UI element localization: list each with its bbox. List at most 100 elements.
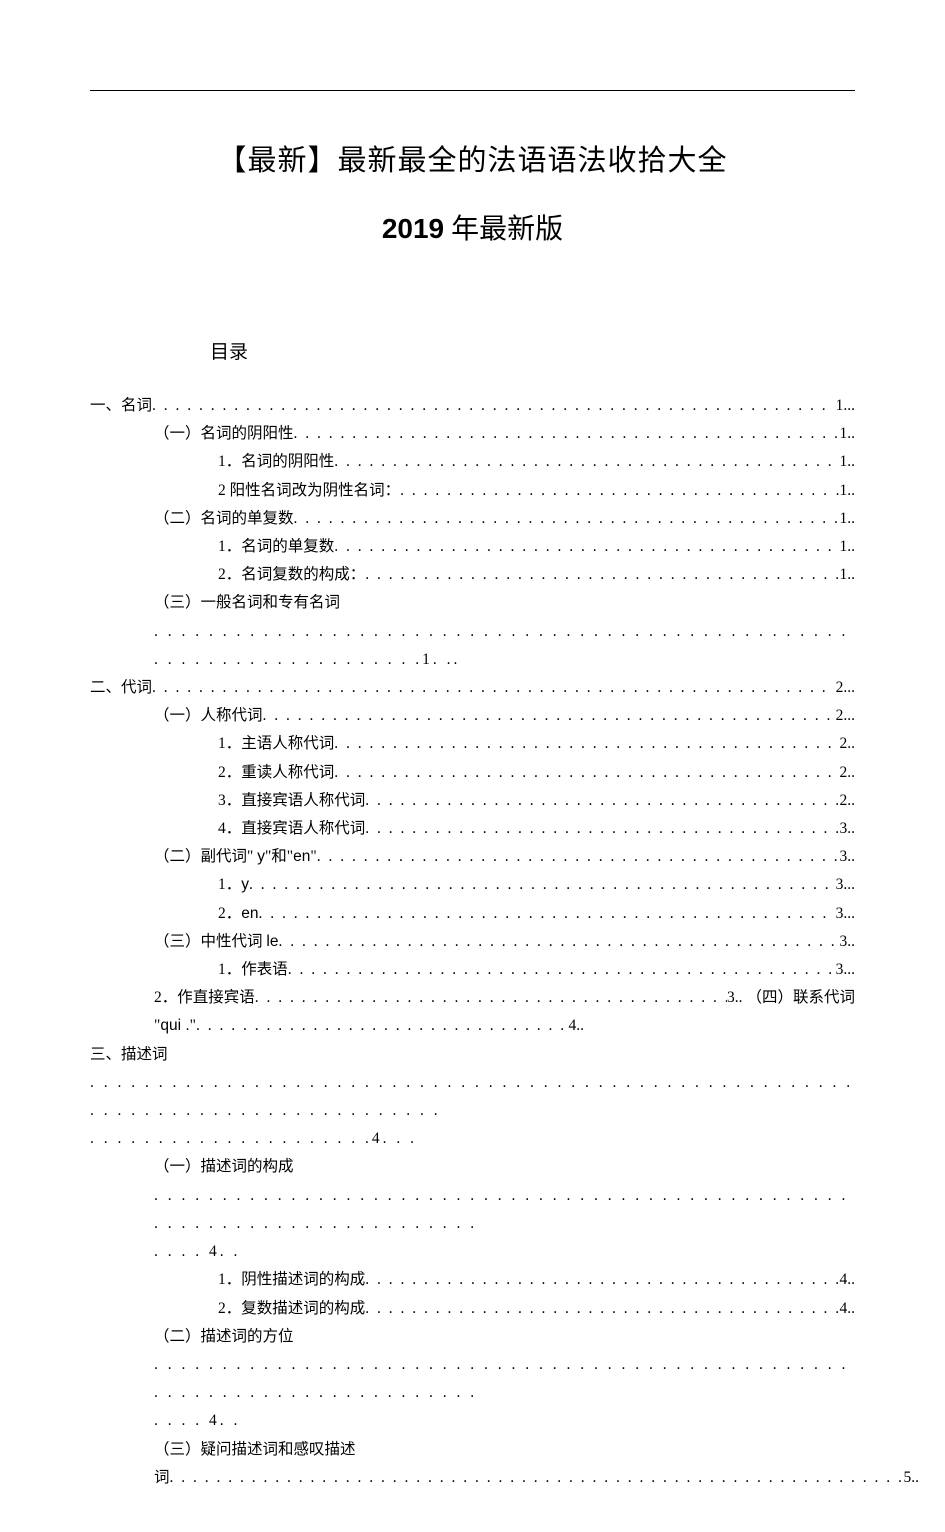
toc-entry: （三）中性代词 le . . . . . . . . . . . . . . .… (154, 928, 855, 956)
toc-entry: 一、名词 . . . . . . . . . . . . . . . . . .… (90, 392, 855, 420)
toc-entry-wrapped: （二）描述词的方 位 . . . . . . . . . . . . . . .… (154, 1323, 855, 1436)
toc-page: 4.. (567, 1012, 585, 1040)
toc-page: 1.. (838, 533, 856, 561)
toc-page: 3.. (838, 843, 856, 871)
toc-leader: . . . . . . . . . . . . . . . . . . . . … (365, 1295, 837, 1323)
toc-entry: 1．y . . . . . . . . . . . . . . . . . . … (218, 871, 855, 899)
subtitle-year: 2019 (382, 213, 444, 244)
toc-leader: . . . . . . . . . . . . . . . . . . . . … (317, 843, 838, 871)
toc-label: 2．作直接宾语 (154, 984, 255, 1012)
toc-leader: . . . . . . . . . . . . . . . . . . . . … (152, 392, 834, 420)
toc-page: 3... (834, 871, 855, 899)
toc-page: 2... (834, 674, 855, 702)
toc-label-cont: 位 (278, 1323, 294, 1351)
toc-label: （二）描述词的方 (154, 1323, 278, 1351)
toc-label: （一）名词的阴阳性 (154, 420, 294, 448)
toc-label: （三）中性代词 le (154, 928, 278, 956)
toc-leader: . . . . . . . . . . . . . . . . . . . . … (90, 1069, 855, 1125)
toc-label-latin: y (241, 876, 249, 893)
toc-page: 1.. (838, 448, 856, 476)
toc-leader: . . . . . . . . . . . . . . . . . . . . … (152, 674, 834, 702)
toc-leader: . . . . . . . . . . . . . . . . . . . . … (263, 702, 834, 730)
toc-entry: （一）人称代词 . . . . . . . . . . . . . . . . … (154, 702, 855, 730)
toc-label: 1．名词的阴阳性 (218, 448, 334, 476)
toc-leader-cont: . . . . 4. . (154, 1238, 240, 1266)
toc-leader: . . . . . . . . . . . . . . . . . . . . … (365, 561, 837, 589)
toc-label: （三）一般名词和专有名 (154, 589, 325, 617)
toc-leader: . . . . . . . . . . . . . . . . . . . . … (334, 730, 837, 758)
toc-entry: 二、代词 . . . . . . . . . . . . . . . . . .… (90, 674, 855, 702)
toc-entry: 2．重读人称代词 . . . . . . . . . . . . . . . .… (218, 759, 855, 787)
toc-entry: 2 阳性名词改为阴性名词： . . . . . . . . . . . . . … (218, 477, 855, 505)
toc-leader: . . . . . . . . . . . . . . . . . . . . … (334, 533, 837, 561)
toc-page: 2.. (838, 730, 856, 758)
toc-label-cont: 成 (278, 1153, 294, 1181)
toc-entry: 1．名词的阴阳性 . . . . . . . . . . . . . . . .… (218, 448, 855, 476)
toc-entry-wrapped: （一）描述词的构 成 . . . . . . . . . . . . . . .… (154, 1153, 855, 1266)
toc-leader: . . . . . . . . . . . . . . . . . . . . … (294, 505, 838, 533)
toc-heading: 目录 (210, 337, 855, 364)
toc-page: 1.. (838, 420, 856, 448)
toc-page: 3... (834, 956, 855, 984)
toc-label: 三、描述 (90, 1041, 152, 1069)
toc-label-part: （三）中性代词 (154, 933, 266, 950)
toc-page: 3.. (727, 984, 743, 1012)
toc-label: （二）名词的单复数 (154, 505, 294, 533)
toc-label: （一）人称代词 (154, 702, 263, 730)
toc-label: 一、名词 (90, 392, 152, 420)
toc-label: 2．en (218, 900, 259, 928)
toc-leader: . . . . . . . . . . . . . . . . . . . . … (334, 448, 837, 476)
toc-page: 2.. (838, 787, 856, 815)
toc-entry-wrapped: （三）疑问描述词和感叹描述 词 . . . . . . . . . . . . … (154, 1436, 919, 1492)
toc-leader: . . . . . . . . . . . . . . . . . . . . … (334, 759, 837, 787)
toc-entry: 2．复数描述词的构成 . . . . . . . . . . . . . . .… (218, 1295, 855, 1323)
toc-entry: "qui ." . . . . . . . . . . . . . . . . … (154, 1012, 584, 1040)
toc-leader: . . . . . . . . . . . . . . . . . . . . … (154, 618, 855, 674)
toc-label: 2．重读人称代词 (218, 759, 334, 787)
toc-label: （一）描述词的构 (154, 1153, 278, 1181)
toc-entry-combo: 2．作直接宾语 . . . . . . . . . . . . . . . . … (154, 984, 855, 1012)
toc-page: 3... (834, 900, 855, 928)
toc-label: 1．主语人称代词 (218, 730, 334, 758)
toc-label-latin: en (293, 848, 310, 865)
toc-leader: . . . . . . . . . . . . . . . . . . . . … (154, 1351, 855, 1407)
toc-label: （二）副代词" y"和"en" (154, 843, 317, 871)
toc-entry: 1．主语人称代词 . . . . . . . . . . . . . . . .… (218, 730, 855, 758)
toc-leader: . . . . . . . . . . . . . . . . . . . . … (294, 420, 838, 448)
toc-entry: 2．en . . . . . . . . . . . . . . . . . .… (218, 900, 855, 928)
toc-label-part: （二）副代词" (154, 848, 257, 865)
toc-entry-wrapped: 三、描述 词 . . . . . . . . . . . . . . . . .… (90, 1041, 855, 1154)
toc-page: 1.. (838, 505, 856, 533)
toc-entry: 3．直接宾语人称代词 . . . . . . . . . . . . . . .… (218, 787, 855, 815)
toc-leader: . . . . . . . . . . . . . . . . . . . . … (365, 787, 837, 815)
toc-label: 4．直接宾语人称代词 (218, 815, 365, 843)
toc-leader: . . . . . . . . . . . . . . . . . . . . … (249, 871, 834, 899)
document-title: 【最新】最新最全的法语语法收拾大全 (90, 137, 855, 179)
toc-label: 1．阴性描述词的构成 (218, 1266, 365, 1294)
top-horizontal-rule (90, 90, 855, 91)
table-of-contents: 一、名词 . . . . . . . . . . . . . . . . . .… (90, 392, 855, 1492)
toc-page: 1.. (838, 561, 856, 589)
toc-label-part: "和" (265, 848, 293, 865)
toc-entry-tail: 词 . . . . . . . . . . . . . . . . . . . … (154, 1464, 919, 1492)
toc-leader: . . . . . . . . . . . . . . . . . . . . … (170, 1464, 904, 1492)
toc-entry: 1．名词的单复数 . . . . . . . . . . . . . . . .… (218, 533, 855, 561)
toc-label: 2．复数描述词的构成 (218, 1295, 365, 1323)
toc-entry-wrapped: （三）一般名词和专有名 词 . . . . . . . . . . . . . … (154, 589, 855, 674)
toc-entry: （二）名词的单复数 . . . . . . . . . . . . . . . … (154, 505, 855, 533)
toc-label: 2．名词复数的构成： (218, 561, 365, 589)
toc-label: 2 阳性名词改为阴性名词： (218, 477, 400, 505)
toc-entry: 1．作表语 . . . . . . . . . . . . . . . . . … (218, 956, 855, 984)
document-page: 【最新】最新最全的法语语法收拾大全 2019 年最新版 目录 一、名词 . . … (0, 0, 945, 1532)
toc-leader: . . . . . . . . . . . . . . . . . . . . … (259, 900, 834, 928)
toc-leader: . . . . . . . . . . . . . . . . . . . . … (154, 1182, 855, 1238)
toc-label: （三）疑问描述词和感叹描述 (154, 1436, 356, 1464)
toc-label-cont: 词 (152, 1041, 168, 1069)
toc-label-part: 1． (218, 876, 241, 893)
toc-leader: . . . . . . . . . . . . . . . . . . . . … (365, 815, 837, 843)
toc-label-latin: en (241, 905, 258, 922)
toc-leader-cont: . . . . . . . . . . . . . . . . . . . . … (90, 1125, 417, 1153)
toc-leader: . . . . . . . . . . . . . . . . . . . . … (288, 956, 834, 984)
toc-leader: . . . . . . . . . . . . . . . . . . . . … (196, 1012, 567, 1040)
toc-page: 1... (834, 392, 855, 420)
